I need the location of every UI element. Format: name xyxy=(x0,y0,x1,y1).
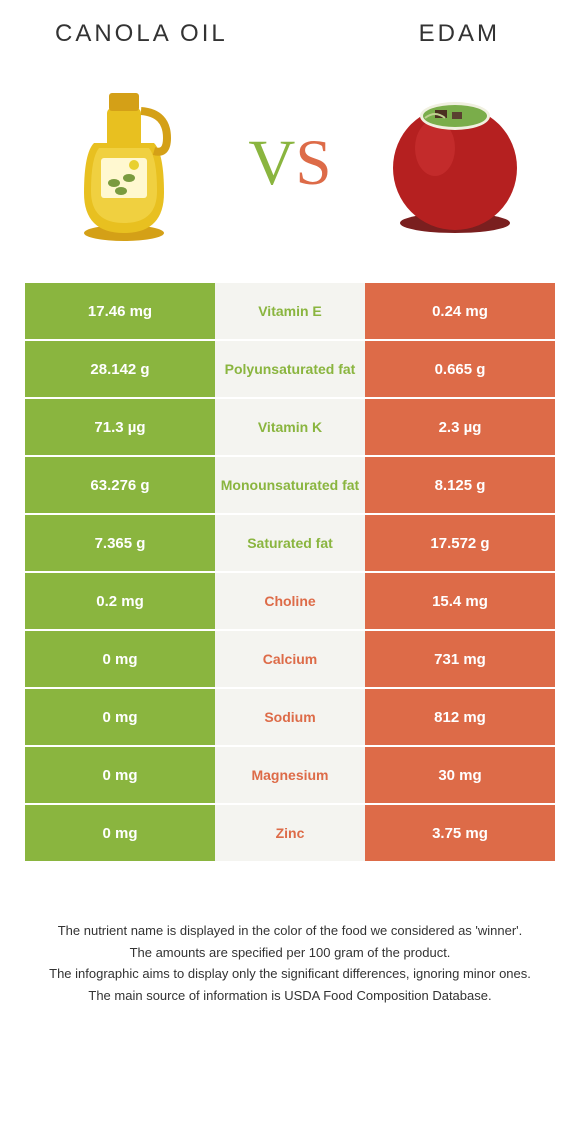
right-food-title: EDAM xyxy=(419,20,500,48)
left-value: 0 mg xyxy=(25,747,215,803)
left-value: 0.2 mg xyxy=(25,573,215,629)
footnote-line: The amounts are specified per 100 gram o… xyxy=(25,943,555,963)
nutrient-label: Vitamin E xyxy=(215,283,365,339)
nutrient-label: Zinc xyxy=(215,805,365,861)
table-row: 71.3 µgVitamin K2.3 µg xyxy=(25,399,555,455)
header-row: CANOLA OIL EDAM xyxy=(25,20,555,48)
nutrient-label: Polyunsaturated fat xyxy=(215,341,365,397)
left-value: 0 mg xyxy=(25,805,215,861)
right-value: 15.4 mg xyxy=(365,573,555,629)
left-value: 0 mg xyxy=(25,631,215,687)
left-value: 63.276 g xyxy=(25,457,215,513)
left-food-title: CANOLA OIL xyxy=(55,20,228,48)
table-row: 0.2 mgCholine15.4 mg xyxy=(25,573,555,629)
table-row: 17.46 mgVitamin E0.24 mg xyxy=(25,283,555,339)
nutrient-label: Choline xyxy=(215,573,365,629)
left-value: 17.46 mg xyxy=(25,283,215,339)
nutrient-label: Calcium xyxy=(215,631,365,687)
comparison-table: 17.46 mgVitamin E0.24 mg28.142 gPolyunsa… xyxy=(25,283,555,861)
footnote-line: The main source of information is USDA F… xyxy=(25,986,555,1006)
left-value: 0 mg xyxy=(25,689,215,745)
right-value: 8.125 g xyxy=(365,457,555,513)
vs-v-letter: V xyxy=(248,127,295,199)
right-value: 17.572 g xyxy=(365,515,555,571)
table-row: 28.142 gPolyunsaturated fat0.665 g xyxy=(25,341,555,397)
table-row: 0 mgZinc3.75 mg xyxy=(25,805,555,861)
footnote-line: The nutrient name is displayed in the co… xyxy=(25,921,555,941)
images-row: VS xyxy=(25,73,555,253)
footnote-line: The infographic aims to display only the… xyxy=(25,964,555,984)
left-value: 7.365 g xyxy=(25,515,215,571)
nutrient-label: Saturated fat xyxy=(215,515,365,571)
right-value: 0.24 mg xyxy=(365,283,555,339)
right-food-image xyxy=(380,78,530,248)
right-value: 812 mg xyxy=(365,689,555,745)
right-value: 0.665 g xyxy=(365,341,555,397)
table-row: 0 mgCalcium731 mg xyxy=(25,631,555,687)
left-value: 71.3 µg xyxy=(25,399,215,455)
right-value: 2.3 µg xyxy=(365,399,555,455)
nutrient-label: Monounsaturated fat xyxy=(215,457,365,513)
table-row: 63.276 gMonounsaturated fat8.125 g xyxy=(25,457,555,513)
right-value: 731 mg xyxy=(365,631,555,687)
left-food-image xyxy=(49,78,199,248)
table-row: 7.365 gSaturated fat17.572 g xyxy=(25,515,555,571)
footnotes: The nutrient name is displayed in the co… xyxy=(25,921,555,1005)
vs-label: VS xyxy=(248,126,331,201)
vs-s-letter: S xyxy=(295,127,331,199)
table-row: 0 mgMagnesium30 mg xyxy=(25,747,555,803)
table-row: 0 mgSodium812 mg xyxy=(25,689,555,745)
nutrient-label: Vitamin K xyxy=(215,399,365,455)
right-value: 3.75 mg xyxy=(365,805,555,861)
left-value: 28.142 g xyxy=(25,341,215,397)
nutrient-label: Magnesium xyxy=(215,747,365,803)
nutrient-label: Sodium xyxy=(215,689,365,745)
right-value: 30 mg xyxy=(365,747,555,803)
